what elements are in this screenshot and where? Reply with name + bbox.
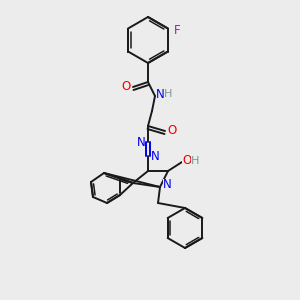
Text: H: H [164, 89, 172, 99]
Text: H: H [191, 156, 199, 166]
Text: N: N [156, 88, 164, 100]
Text: O: O [182, 154, 192, 167]
Text: O: O [122, 80, 130, 94]
Text: O: O [167, 124, 177, 137]
Text: N: N [163, 178, 171, 191]
Text: N: N [151, 149, 159, 163]
Text: F: F [174, 24, 180, 37]
Text: N: N [136, 136, 146, 148]
